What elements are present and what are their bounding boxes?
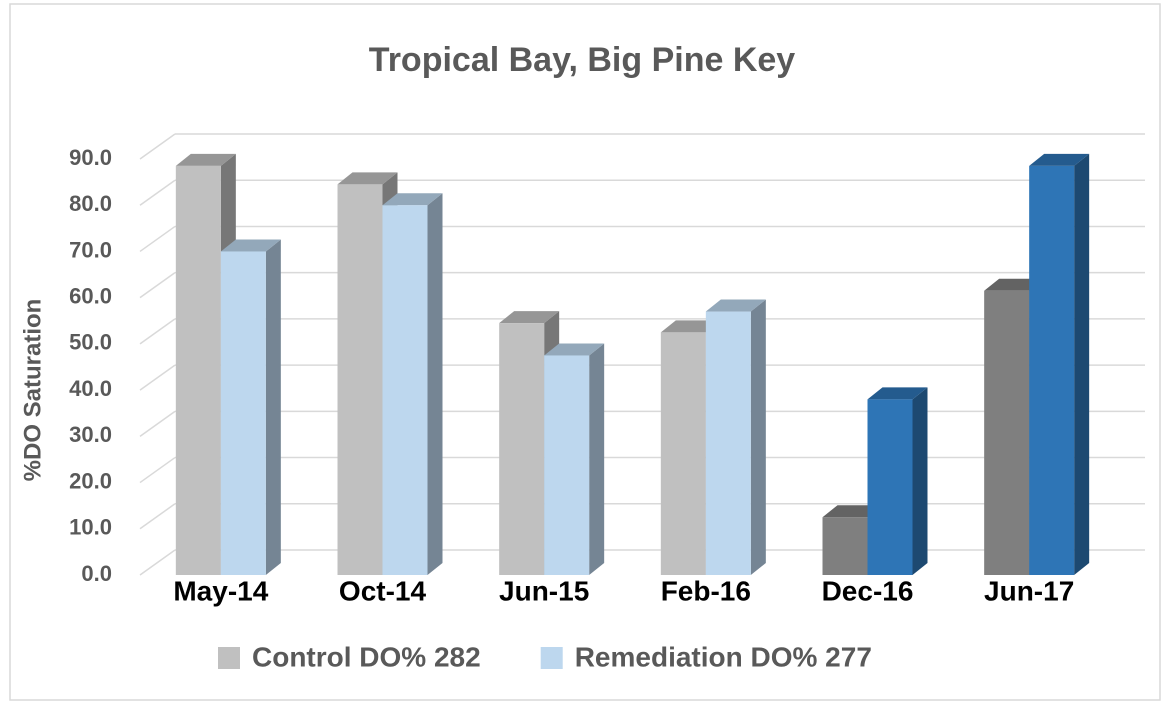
y-tick-label: 30.0	[69, 422, 112, 447]
bar	[220, 239, 281, 575]
bar-front	[705, 311, 751, 575]
bar-front	[382, 205, 428, 575]
x-tick-label: Jun-17	[984, 575, 1074, 606]
y-tick-label: 20.0	[69, 468, 112, 493]
bar	[1029, 153, 1090, 575]
bar-top	[382, 193, 443, 206]
bar	[705, 299, 766, 575]
y-tick-label: 60.0	[69, 283, 112, 308]
x-tick-label: Feb-16	[661, 575, 751, 606]
x-tick-label: Oct-14	[339, 575, 427, 606]
bar-side	[750, 299, 766, 575]
y-tick-label: 50.0	[69, 330, 112, 355]
legend-swatch	[540, 647, 563, 669]
grid-line-side	[139, 225, 176, 253]
y-tick-label: 70.0	[69, 237, 112, 262]
bar-front	[337, 184, 383, 575]
x-tick-label: Dec-16	[822, 575, 914, 606]
legend-label: Remediation DO% 277	[575, 641, 872, 672]
x-tick-label: Jun-15	[499, 575, 589, 606]
y-axis-label: %DO Saturation	[19, 299, 46, 482]
y-tick-label: 80.0	[69, 191, 112, 216]
bar-front	[175, 165, 221, 575]
bar-front	[1029, 165, 1075, 575]
grid-line-side	[139, 549, 176, 576]
y-tick-label: 90.0	[69, 145, 112, 170]
bar	[544, 343, 605, 575]
bar-side	[427, 193, 443, 575]
y-tick-label: 40.0	[69, 376, 112, 401]
bar-top	[705, 299, 766, 312]
y-tick-label: 10.0	[69, 515, 112, 540]
grid-line-side	[139, 318, 176, 345]
grid-line-side	[139, 272, 176, 299]
bar-side	[1074, 153, 1090, 575]
bar-front	[220, 251, 266, 575]
grid-line-side	[139, 364, 176, 391]
bar-top	[867, 387, 928, 400]
bar-front	[544, 355, 590, 575]
bar-top	[544, 343, 605, 356]
chart-title: Tropical Bay, Big Pine Key	[369, 41, 795, 79]
bar-front	[822, 517, 868, 575]
bar-front	[984, 290, 1030, 575]
legend-label: Control DO% 282	[252, 641, 481, 672]
grid-line-side	[139, 410, 176, 437]
bar	[382, 193, 443, 575]
grid-line-side	[139, 503, 176, 530]
legend-swatch	[218, 647, 240, 669]
bar-top	[220, 239, 281, 252]
bar-side	[265, 239, 281, 575]
bar-top	[337, 172, 398, 185]
bar-top	[499, 311, 560, 324]
grid-line-side	[139, 179, 176, 206]
grid-line-side	[139, 456, 176, 484]
y-tick-label: 0.0	[81, 561, 112, 586]
bar-side	[589, 343, 605, 575]
bar-top	[175, 153, 236, 166]
bar-top	[1029, 153, 1090, 166]
bar-front	[499, 323, 545, 575]
bar-side	[912, 387, 928, 575]
bar-front	[867, 399, 913, 575]
grid-line-side	[139, 133, 176, 160]
bar	[867, 387, 928, 575]
x-tick-label: May-14	[173, 575, 268, 606]
bar-front	[660, 332, 706, 575]
